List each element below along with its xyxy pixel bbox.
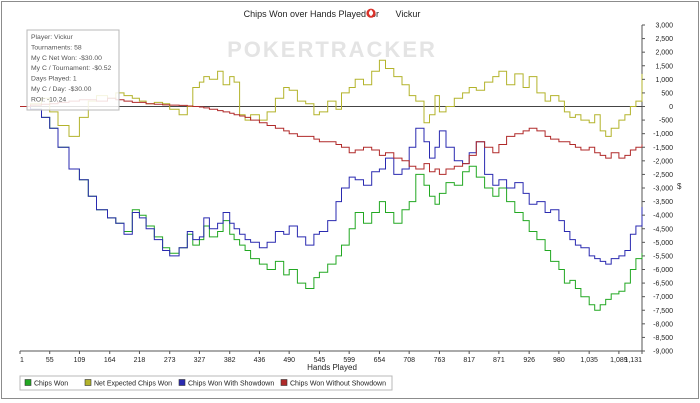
- y-tick-label: -1,000: [653, 131, 673, 138]
- legend-swatch: [24, 379, 32, 386]
- info-box-line: Tournaments: 58: [31, 44, 82, 51]
- legend-swatch: [178, 379, 186, 386]
- y-tick-label: -2,500: [653, 172, 673, 179]
- y-tick-label: -3,500: [653, 199, 673, 206]
- info-box-line: My C / Day: -$30.00: [31, 86, 92, 93]
- info-box-background: [26, 29, 120, 111]
- x-tick-label: 1: [20, 357, 24, 364]
- y-axis-ticks: 3,000 2,500 2,000 1,500 1,000 500 0 -500 -1,000 -…: [642, 23, 673, 356]
- y-tick-label: 1,000: [655, 77, 673, 84]
- x-tick-label: 436: [254, 357, 266, 364]
- y-tick-label: -7,500: [653, 308, 673, 315]
- legend-swatch: [280, 379, 288, 386]
- x-axis-ticks: 1 55 109 164 218 273 327 382 436 490 545 599 654 708 7…: [19, 351, 643, 364]
- y-tick-label: -4,000: [653, 213, 673, 220]
- info-box-lines: Player: Vickur Tournaments: 58 My C Net Wo…: [31, 34, 112, 103]
- y-tick-label: -8,500: [653, 335, 673, 342]
- x-tick-label: 654: [374, 357, 386, 364]
- info-box-line: My C / Tournament: -$0.52: [31, 65, 112, 72]
- x-tick-label: 218: [134, 357, 146, 364]
- legend-label: Chips Won Without Showdown: [290, 381, 386, 388]
- info-box-line: ROI: -10.24: [31, 96, 66, 103]
- y-axis-unit-symbol: $: [677, 182, 682, 191]
- y-tick-label: 2,500: [655, 36, 673, 43]
- x-tick-label: 327: [194, 357, 206, 364]
- x-tick-label: 382: [224, 357, 236, 364]
- x-tick-label: 490: [283, 357, 295, 364]
- x-tick-label: 1,131: [624, 357, 642, 364]
- x-tick-label: 1,035: [580, 357, 598, 364]
- series-line-3: [20, 106, 643, 265]
- x-axis-label: Hands Played: [307, 363, 357, 372]
- legend-frame: [19, 375, 393, 391]
- legend-label: Net Expected Chips Won: [94, 381, 172, 388]
- series-layer: [20, 59, 643, 311]
- x-tick-label: 980: [553, 357, 565, 364]
- x-tick-label: 1,089: [610, 357, 628, 364]
- info-box-line: Player: Vickur: [31, 34, 74, 41]
- x-tick-label: 871: [493, 357, 505, 364]
- chart-title-text: Chips Won over Hands Played for: [244, 9, 379, 19]
- x-tick-label: 708: [403, 357, 415, 364]
- y-tick-label: -1,500: [653, 145, 673, 152]
- x-tick-label: 926: [523, 357, 535, 364]
- info-box-line: My C Net Won: -$30.00: [31, 55, 102, 62]
- legend-label: Chips Won: [34, 381, 68, 388]
- x-tick-label: 164: [104, 357, 116, 364]
- player-info-box: Player: Vickur Tournaments: 58 My C Net Wo…: [26, 29, 120, 111]
- y-tick-label: 500: [661, 90, 673, 97]
- y-tick-label: 0: [669, 104, 673, 111]
- y-tick-label: -8,000: [653, 321, 673, 328]
- plot-area: 1 55 109 164 218 273 327 382 436 490 545 599 654 708 7…: [19, 23, 673, 364]
- y-tick-label: -2,000: [653, 158, 673, 165]
- spade-icon: [366, 8, 376, 18]
- chart-legend: Chips Won Net Expected Chips Won Chips Won…: [19, 375, 393, 391]
- legend-swatch: [84, 379, 92, 386]
- y-tick-label: -500: [659, 118, 673, 125]
- y-tick-label: 1,500: [655, 63, 673, 70]
- y-tick-label: -4,500: [653, 226, 673, 233]
- y-tick-label: -7,000: [653, 294, 673, 301]
- chart-title-player: Vickur: [396, 9, 421, 19]
- y-tick-label: -5,500: [653, 253, 673, 260]
- y-tick-label: -6,000: [653, 267, 673, 274]
- x-tick-label: 55: [46, 357, 54, 364]
- pokertracker-watermark: POKERTRACKER: [227, 37, 437, 62]
- y-tick-label: 2,000: [655, 50, 673, 57]
- y-tick-label: 3,000: [655, 23, 673, 30]
- x-tick-label: 545: [314, 357, 326, 364]
- series-line-4: [20, 97, 643, 175]
- x-tick-label: 109: [74, 357, 86, 364]
- y-tick-label: -3,000: [653, 186, 673, 193]
- y-tick-label: -5,000: [653, 240, 673, 247]
- x-tick-label: 599: [343, 357, 355, 364]
- chips-won-chart: Chips Won over Hands Played for Vickur P…: [19, 8, 682, 391]
- legend-label: Chips Won With Showdown: [188, 381, 274, 388]
- info-box-line: Days Played: 1: [31, 76, 77, 83]
- x-tick-label: 763: [434, 357, 446, 364]
- x-tick-label: 273: [164, 357, 176, 364]
- y-tick-label: -6,500: [653, 281, 673, 288]
- x-tick-label: 817: [463, 357, 475, 364]
- y-tick-label: -9,000: [653, 349, 673, 356]
- series-line-1: [20, 106, 643, 311]
- chart-title: Chips Won over Hands Played for Vickur: [244, 9, 421, 19]
